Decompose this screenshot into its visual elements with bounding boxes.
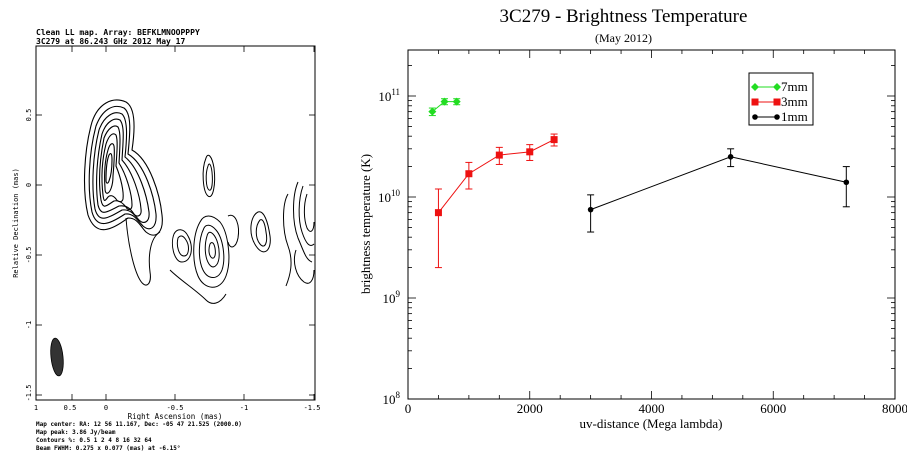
map-header-line1: Clean LL map. Array: BEFKLMNOOPPPY	[36, 28, 200, 37]
x-tick-label: 0	[405, 401, 412, 416]
map-x-tick-neg1.5: -1.5	[304, 404, 321, 412]
map-y-tick-neg1: -1	[25, 321, 33, 329]
map-footer-contours: Contours %: 0.5 1 2 4 8 16 32 64	[36, 437, 152, 444]
series-3mm	[434, 133, 558, 269]
map-y-tick-0: 0	[25, 183, 33, 187]
jet-contours	[125, 154, 315, 304]
beam-ellipse	[50, 337, 64, 377]
data-point	[526, 148, 534, 156]
legend-label-3mm: 3mm	[781, 94, 808, 109]
data-point	[440, 97, 449, 106]
map-xlabel: Right Ascension (mas)	[128, 412, 223, 420]
data-point	[727, 154, 734, 160]
legend-marker-start	[752, 114, 758, 120]
legend-label-7mm: 7mm	[781, 79, 808, 94]
map-x-tick-neg1: -1	[240, 404, 248, 412]
legend-marker-7mm	[773, 83, 781, 91]
legend-marker-start	[751, 83, 759, 91]
legend-label-1mm: 1mm	[781, 109, 808, 124]
y-tick-label: 108	[383, 390, 401, 407]
x-tick-label: 6000	[760, 401, 786, 416]
legend-box	[748, 72, 814, 126]
map-footer-center: Map center: RA: 12 56 11.167, Dec: -05 4…	[36, 421, 242, 428]
data-point	[452, 97, 461, 106]
map-y-tick-0.5: 0.5	[25, 109, 33, 122]
map-frame	[35, 45, 316, 401]
bt-series-group	[428, 97, 850, 269]
series-line-3mm	[438, 139, 555, 213]
clean-map-panel: Clean LL map. Array: BEFKLMNOOPPPY 3C279…	[0, 0, 330, 457]
bt-chart: 0 2000 4000 6000 8000 108 109 1010 1011 uv-dist…	[358, 49, 907, 431]
legend-marker-start	[751, 98, 759, 106]
map-x-tick-0: 0	[104, 404, 108, 412]
bt-y-tick-labels: 108 109 1010 1011	[378, 87, 401, 407]
series-line-1mm	[590, 156, 847, 211]
data-point	[843, 179, 850, 186]
data-point	[495, 151, 503, 159]
map-x-tick-neg0.5: -0.5	[167, 404, 184, 412]
map-x-tick-marks	[35, 46, 315, 400]
bt-xlabel: uv-distance (Mega lambda)	[580, 416, 723, 431]
map-y-tick-neg0.5: -0.5	[25, 247, 33, 264]
series-1mm	[587, 148, 850, 233]
y-tick-label: 1011	[378, 87, 400, 104]
x-tick-label: 8000	[882, 401, 907, 416]
map-x-tick-0.5: 0.5	[64, 404, 77, 412]
brightness-temperature-panel: 3C279 - Brightness Temperature (May 2012…	[340, 0, 907, 457]
bt-tick-marks	[407, 50, 896, 400]
x-tick-label: 4000	[639, 401, 665, 416]
y-tick-label: 109	[383, 289, 401, 306]
y-tick-label: 1010	[378, 188, 401, 205]
bt-x-tick-labels: 0 2000 4000 6000 8000	[405, 401, 907, 416]
core-contours	[83, 99, 163, 236]
bt-ylabel: brightness temperature (K)	[358, 154, 373, 294]
series-7mm	[428, 97, 461, 117]
map-ylabel: Relative Declination (mas)	[12, 168, 20, 278]
data-point	[550, 136, 558, 144]
chart-subtitle: (May 2012)	[595, 31, 652, 45]
contour-map: 1 0.5 0 -0.5 -1 -1.5 0.5 0 -0.5 -1 -1.5 …	[12, 45, 321, 420]
data-point	[428, 107, 437, 116]
map-x-tick-1: 1	[34, 404, 38, 412]
bt-plot-frame	[407, 49, 896, 400]
x-tick-label: 2000	[517, 401, 543, 416]
legend-marker-1mm	[774, 114, 780, 120]
chart-title: 3C279 - Brightness Temperature	[499, 6, 748, 27]
data-point	[434, 209, 442, 217]
map-footer-peak: Map peak: 3.86 Jy/beam	[36, 429, 116, 436]
map-footer-beam: Beam FWHM: 0.275 x 0.077 (mas) at -6.15°	[36, 445, 181, 452]
map-header-line2: 3C279 at 86.243 GHz 2012 May 17	[36, 37, 186, 46]
data-point	[465, 170, 473, 178]
legend-marker-3mm	[773, 98, 781, 106]
map-y-tick-neg1.5: -1.5	[25, 385, 33, 402]
data-point	[587, 206, 594, 213]
